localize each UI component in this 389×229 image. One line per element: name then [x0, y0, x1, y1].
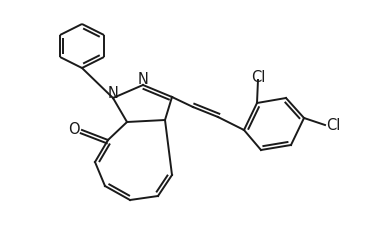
Text: N: N	[108, 87, 118, 101]
Text: Cl: Cl	[326, 117, 340, 133]
Text: O: O	[68, 123, 80, 137]
Text: N: N	[138, 73, 149, 87]
Text: Cl: Cl	[251, 71, 265, 85]
